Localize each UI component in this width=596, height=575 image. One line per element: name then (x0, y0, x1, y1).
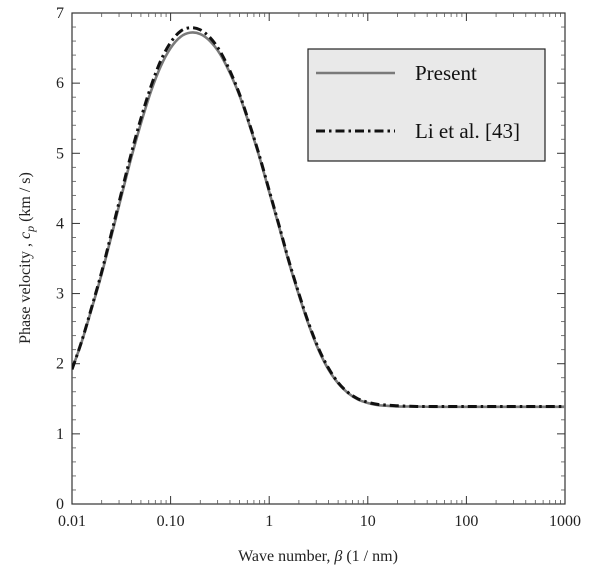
legend-label-li-et-al: Li et al. [43] (415, 119, 520, 143)
y-axis-label-prefix: Phase velocity , (17, 239, 34, 344)
y-tick-label: 4 (56, 215, 64, 232)
y-axis-label-unit: (km / s) (17, 172, 34, 226)
legend-box (307, 48, 546, 162)
y-axis-label-sub: p (23, 226, 37, 233)
x-tick-label: 10 (360, 513, 376, 530)
y-tick-label: 1 (56, 426, 64, 443)
y-tick-label: 3 (56, 286, 64, 303)
y-tick-label: 0 (56, 496, 64, 513)
axis-tick-labels: 0.01 0.10 1 10 100 1000 0 1 2 3 4 5 6 7 (56, 5, 581, 530)
plot-frame (71, 12, 566, 505)
y-tick-label: 6 (56, 75, 64, 92)
legend: Present Li et al. [43] (307, 48, 546, 162)
x-axis-label: Wave number, β (1 / nm) (238, 548, 398, 565)
y-tick-label: 5 (56, 145, 64, 162)
x-tick-label: 100 (454, 513, 478, 530)
y-axis-label-c: c (17, 232, 34, 239)
y-axis-label: Phase velocity , cp (km / s) (17, 172, 37, 344)
y-tick-label: 7 (56, 5, 64, 22)
legend-label-present: Present (415, 61, 477, 85)
axis-ticks (71, 12, 566, 505)
x-tick-label: 0.01 (58, 513, 86, 530)
x-axis-label-beta: β (333, 548, 342, 565)
series-line-present (72, 31, 565, 409)
x-axis-label-unit: (1 / nm) (342, 548, 398, 565)
series-layer (72, 26, 565, 409)
x-axis-label-prefix: Wave number, (238, 548, 334, 565)
y-tick-label: 2 (56, 356, 64, 373)
x-tick-label: 0.10 (157, 513, 185, 530)
x-tick-label: 1 (265, 513, 273, 530)
x-tick-label: 1000 (549, 513, 581, 530)
